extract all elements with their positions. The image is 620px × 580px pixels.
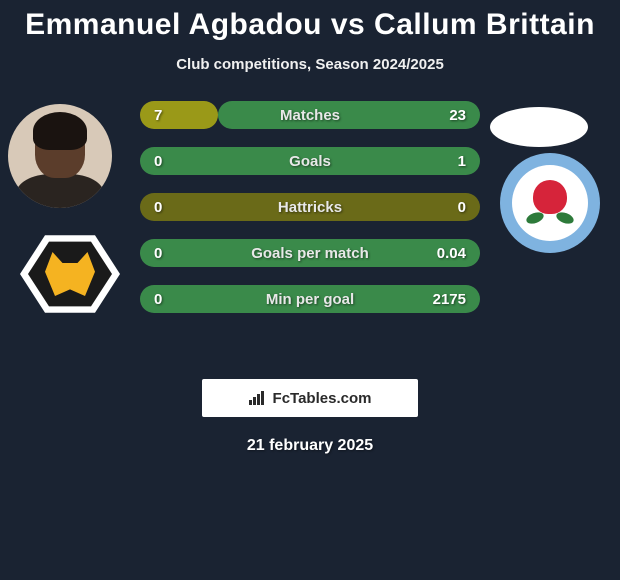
stat-bar: 0Min per goal2175 (140, 285, 480, 313)
stat-bar: 0Hattricks0 (140, 193, 480, 221)
stat-bar: 0Goals1 (140, 147, 480, 175)
stat-value-right: 0.04 (437, 245, 466, 262)
stat-bar: 7Matches23 (140, 101, 480, 129)
stat-label: Goals (140, 153, 480, 170)
stat-label: Goals per match (140, 245, 480, 262)
stat-label: Min per goal (140, 291, 480, 308)
stat-bar: 0Goals per match0.04 (140, 239, 480, 267)
date-label: 21 february 2025 (0, 437, 620, 455)
club-right-logo (500, 153, 600, 253)
chart-icon (249, 391, 267, 405)
club-left-logo (20, 231, 120, 317)
stat-value-right: 2175 (433, 291, 466, 308)
player-left-avatar (8, 104, 112, 208)
stat-bars: 7Matches230Goals10Hattricks00Goals per m… (140, 101, 480, 331)
stat-value-right: 1 (458, 153, 466, 170)
stat-label: Hattricks (140, 199, 480, 216)
player-right-badge (490, 107, 588, 147)
comparison-panel: 7Matches230Goals10Hattricks00Goals per m… (0, 101, 620, 361)
stat-value-right: 23 (449, 107, 466, 124)
stat-label: Matches (140, 107, 480, 124)
page-title: Emmanuel Agbadou vs Callum Brittain (0, 0, 620, 42)
stat-value-right: 0 (458, 199, 466, 216)
brand-label: FcTables.com (273, 390, 372, 407)
brand-badge: FcTables.com (202, 379, 418, 417)
subtitle: Club competitions, Season 2024/2025 (0, 56, 620, 73)
